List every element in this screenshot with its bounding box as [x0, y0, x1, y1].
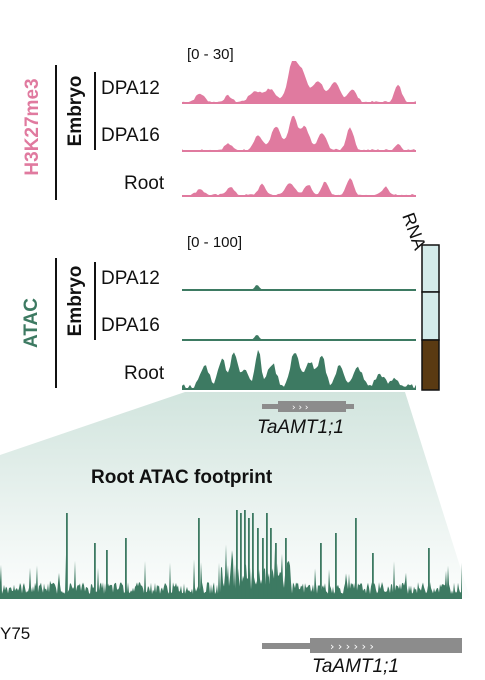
atac-track-label-2: DPA16: [101, 315, 160, 336]
gene-model-top: › › ›: [262, 401, 354, 413]
h3k27me3-coverage-3: [182, 178, 416, 196]
footprint-spike: [125, 538, 127, 598]
h3k27me3-track-label-2: DPA16: [101, 125, 160, 146]
footprint-spike: [355, 518, 357, 598]
svg-text:› › ›: › › ›: [292, 403, 309, 413]
footprint-spike: [66, 513, 68, 598]
footprint-spike: [320, 543, 322, 598]
footprint-spike: [248, 518, 250, 598]
h3k27me3-label: H3K27me3: [22, 78, 43, 176]
footprint-title: Root ATAC footprint: [91, 467, 273, 488]
h3k27me3-range: [0 - 30]: [187, 46, 234, 63]
footprint-coverage: [0, 544, 462, 598]
zoom-region: [0, 392, 470, 598]
atac-label: ATAC: [21, 298, 42, 348]
footprint-spike: [428, 548, 430, 598]
footprint-track: [0, 510, 462, 599]
footprint-spike: [244, 510, 246, 598]
footprint-spike: [94, 543, 96, 598]
coverage-tracks: [182, 61, 416, 390]
footprint-spike: [257, 528, 259, 598]
gene-label-top: TaAMT1;1: [257, 417, 344, 438]
h3k27me3-coverage-1: [182, 61, 416, 103]
footprint-spike: [275, 543, 277, 598]
atac-track-label-1: DPA12: [101, 268, 160, 289]
footprint-spike: [262, 538, 264, 598]
h3k27me3-track-label-1: DPA12: [101, 78, 160, 99]
footprint-spike: [285, 538, 287, 598]
rna-cell-2: [421, 291, 440, 341]
footprint-spike: [335, 533, 337, 598]
footprint-spike: [266, 513, 268, 598]
footprint-spike: [240, 513, 242, 598]
motif-label: Y75: [0, 624, 31, 643]
footprint-spike: [236, 510, 238, 598]
rna-cell-1: [421, 244, 440, 293]
rna-cell-3: [421, 339, 440, 391]
footprint-spike: [252, 513, 254, 598]
h3k27me3-embryo-label: Embryo: [65, 75, 86, 147]
footprint-spike: [106, 550, 108, 598]
footprint-spike: [198, 518, 200, 598]
atac-range: [0 - 100]: [187, 234, 243, 251]
svg-text:› › › › › ›: › › › › › ›: [330, 640, 374, 653]
h3k27me3-coverage-2: [182, 115, 416, 151]
gene-label-bottom: TaAMT1;1: [312, 656, 399, 677]
gene-model-bottom: › › › › › ›: [262, 638, 462, 653]
atac-embryo-label: Embryo: [65, 265, 86, 337]
footprint-spike: [270, 528, 272, 598]
atac-coverage-3: [182, 349, 416, 389]
rna-heatmap: [421, 244, 440, 391]
footprint-spike: [372, 553, 374, 598]
h3k27me3-track-label-3: Root: [124, 173, 165, 194]
atac-track-label-3: Root: [124, 363, 165, 384]
